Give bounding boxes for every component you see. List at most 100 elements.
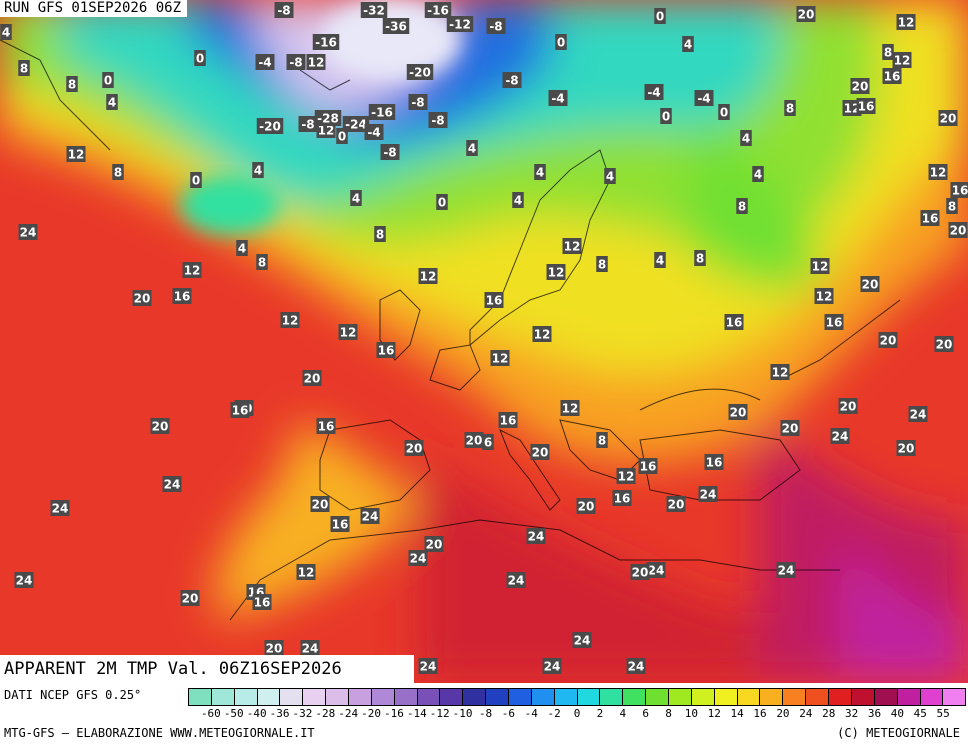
svg-text:20: 20 (898, 442, 915, 456)
legend-swatch (691, 689, 715, 705)
isotherm-label: 0 (718, 104, 730, 120)
isotherm-label: 12 (66, 146, 86, 162)
svg-text:-8: -8 (289, 56, 302, 70)
svg-text:-16: -16 (371, 106, 393, 120)
legend-tick: 4 (619, 707, 627, 720)
isotherm-label: 12 (616, 468, 636, 484)
isotherm-label: 12 (892, 52, 912, 68)
legend-swatch (349, 689, 372, 705)
isotherm-label: 4 (106, 94, 118, 110)
svg-text:-20: -20 (409, 66, 431, 80)
svg-text:16: 16 (614, 492, 631, 506)
isotherm-label: 16 (824, 314, 844, 330)
svg-text:20: 20 (730, 406, 747, 420)
svg-text:4: 4 (468, 142, 476, 156)
svg-text:-4: -4 (367, 126, 380, 140)
svg-text:-4: -4 (647, 86, 660, 100)
svg-text:8: 8 (598, 434, 606, 448)
svg-text:4: 4 (108, 96, 116, 110)
svg-text:12: 12 (308, 56, 325, 70)
svg-text:0: 0 (720, 106, 728, 120)
legend-tick: -16 (384, 707, 404, 720)
isotherm-label: 24 (506, 572, 526, 588)
isotherm-label: 8 (596, 432, 608, 448)
legend-tick: -10 (452, 707, 473, 720)
isotherm-label: 24 (542, 658, 562, 674)
svg-text:4: 4 (514, 194, 522, 208)
isotherm-label: 20 (180, 590, 200, 606)
svg-text:0: 0 (104, 74, 112, 88)
svg-text:16: 16 (318, 420, 335, 434)
legend-swatch (303, 689, 327, 705)
svg-text:24: 24 (910, 408, 927, 422)
svg-text:16: 16 (232, 404, 249, 418)
svg-text:-8: -8 (431, 114, 444, 128)
legend-tick: 20 (776, 707, 790, 720)
svg-text:20: 20 (182, 592, 199, 606)
legend-swatch (920, 689, 944, 705)
color-legend (188, 688, 966, 706)
svg-text:20: 20 (466, 434, 483, 448)
svg-text:-12: -12 (449, 18, 471, 32)
isotherm-label: 24 (162, 476, 182, 492)
svg-text:-4: -4 (697, 92, 710, 106)
isotherm-label: 4 (0, 24, 12, 40)
legend-swatch (737, 689, 761, 705)
svg-text:20: 20 (266, 642, 283, 656)
svg-text:24: 24 (302, 642, 319, 656)
isotherm-label: 20 (934, 336, 954, 352)
legend-tick: 12 (707, 707, 721, 720)
svg-text:8: 8 (696, 252, 704, 266)
isotherm-label: 16 (950, 182, 968, 198)
legend-tick: -4 (524, 707, 538, 720)
svg-text:12: 12 (492, 352, 509, 366)
isotherm-label: 6 (482, 434, 494, 450)
legend-tick: 24 (799, 707, 813, 720)
svg-text:8: 8 (376, 228, 384, 242)
isotherm-label: 24 (360, 508, 380, 524)
svg-text:12: 12 (844, 102, 861, 116)
variable-title: APPARENT 2M TMP Val. 06Z16SEP2026 (0, 655, 414, 683)
svg-text:4: 4 (536, 166, 544, 180)
legend-tick: -50 (223, 707, 244, 720)
legend-tick: 0 (573, 707, 581, 720)
legend-tick: -28 (315, 707, 336, 720)
isotherm-label: 12 (296, 564, 316, 580)
svg-text:20: 20 (880, 334, 897, 348)
legend-tick: -6 (501, 707, 515, 720)
svg-text:20: 20 (840, 400, 857, 414)
isotherm-label: -16 (424, 2, 452, 18)
isotherm-label: -8 (486, 18, 506, 34)
svg-text:16: 16 (706, 456, 723, 470)
svg-text:24: 24 (410, 552, 427, 566)
legend-tick: 40 (890, 707, 904, 720)
isotherm-label: 16 (856, 98, 876, 114)
legend-tick: 6 (642, 707, 649, 720)
isotherm-label: 20 (860, 276, 880, 292)
isotherm-label: 12 (896, 14, 916, 30)
isotherm-label: -4 (644, 84, 664, 100)
svg-text:20: 20 (852, 80, 869, 94)
svg-text:20: 20 (940, 112, 957, 126)
isotherm-label: 0 (102, 72, 114, 88)
isotherm-label: 20 (630, 564, 650, 580)
isotherm-label: 4 (752, 166, 764, 182)
isotherm-label: 24 (646, 562, 666, 578)
legend-tick: 2 (596, 707, 604, 720)
legend-swatch (669, 689, 692, 705)
legend-swatch (623, 689, 647, 705)
svg-text:12: 12 (184, 264, 201, 278)
isotherm-label: 8 (946, 198, 958, 214)
svg-text:4: 4 (754, 168, 762, 182)
svg-text:-8: -8 (505, 74, 518, 88)
isotherm-label: 20 (728, 404, 748, 420)
svg-text:8: 8 (738, 200, 746, 214)
isotherm-label: 4 (350, 190, 362, 206)
legend-swatch (417, 689, 441, 705)
legend-tick: 28 (822, 707, 836, 720)
svg-text:4: 4 (606, 170, 614, 184)
legend-swatch (874, 689, 898, 705)
isotherm-label: 12 (532, 326, 552, 342)
svg-text:16: 16 (726, 316, 743, 330)
